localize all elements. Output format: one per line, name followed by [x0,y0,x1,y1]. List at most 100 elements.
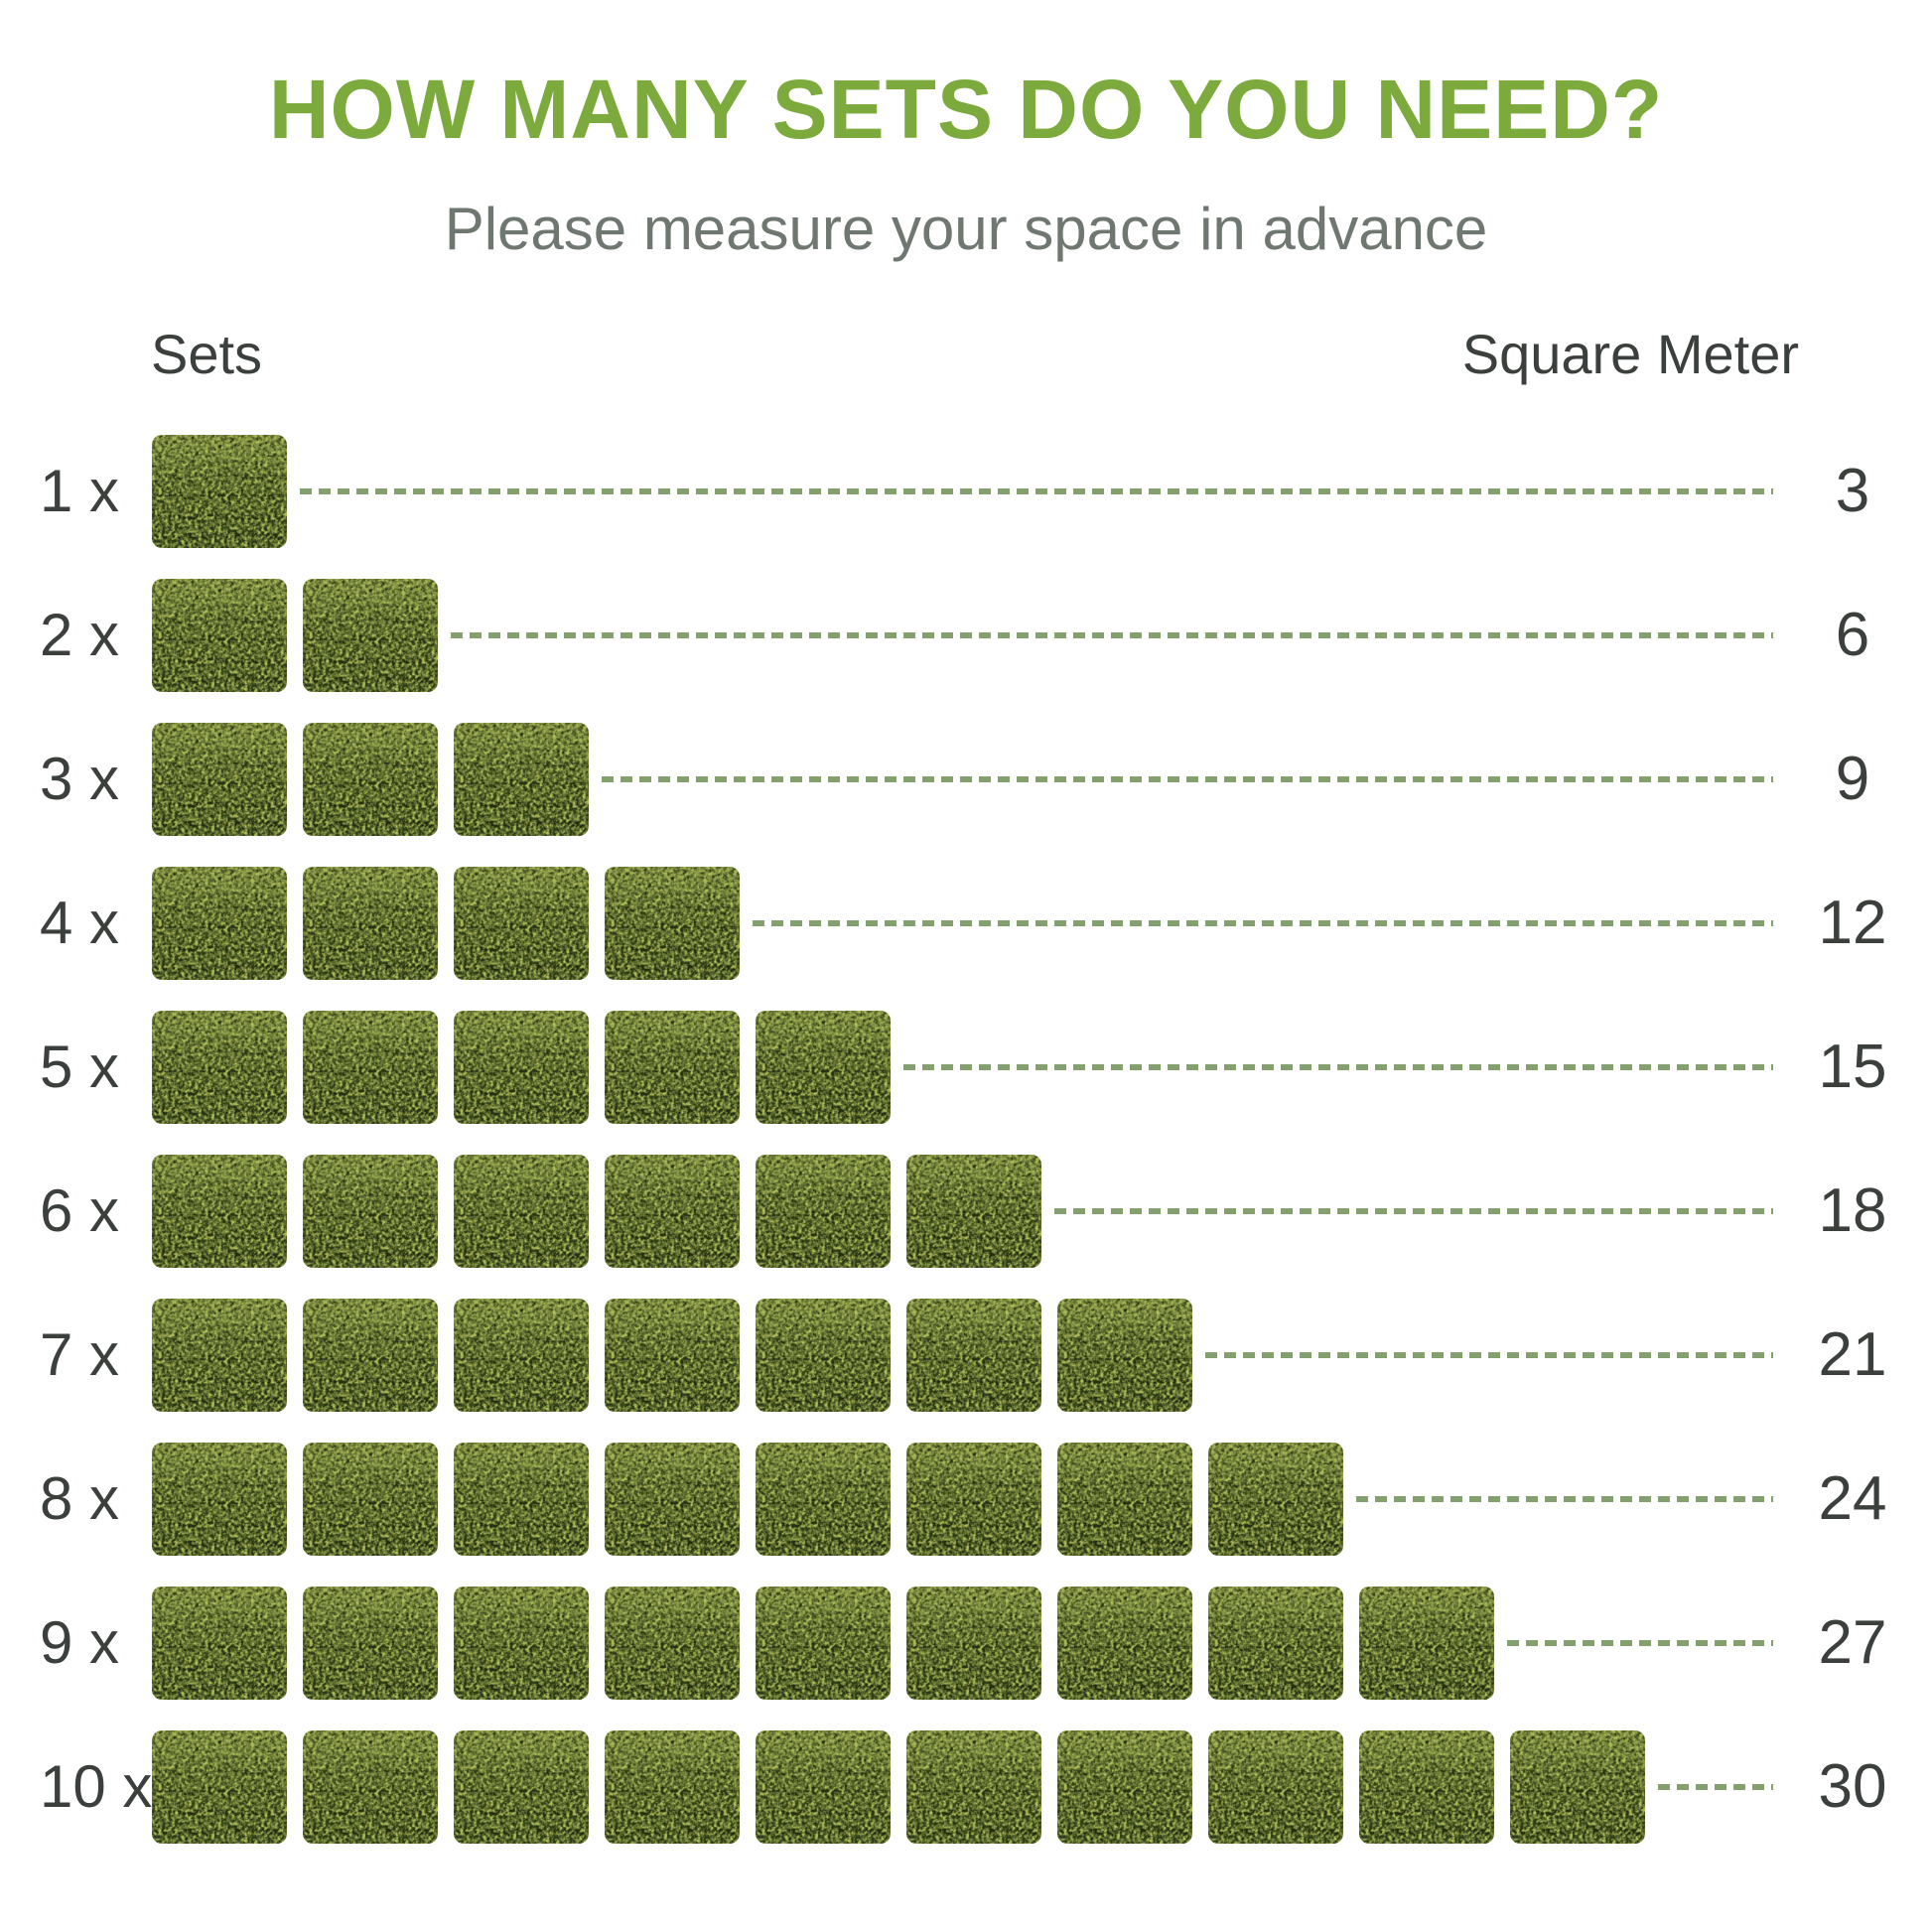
table-row: 4 x 12 [0,851,1932,995]
hedge-panel-stack-icon [753,1007,894,1128]
hedge-panel-stack-icon [1205,1439,1346,1560]
dashed-connector [1205,1351,1773,1358]
hedge-panel-stack-icon [451,863,592,984]
dashed-connector [753,919,1773,926]
dashed-connector [451,631,1773,638]
hedge-panel-stack-icon [903,1439,1044,1560]
hedge-panel-stack-icon [451,719,592,840]
row-square-meter: 9 [1835,745,1870,813]
hedge-panel-stack-icon [602,1583,743,1704]
row-square-meter: 21 [1818,1320,1887,1389]
hedge-panel-stack-icon [1054,1295,1195,1416]
dashed-connector [602,775,1773,782]
row-sets-label: 4 x [40,890,120,956]
hedge-panel-stack-icon [602,1439,743,1560]
row-blocks [149,575,441,696]
hedge-panel-stack-icon [149,575,290,696]
table-row: 9 x 27 [0,1571,1932,1715]
hedge-panel-stack-icon [903,1583,1044,1704]
hedge-panel-stack-icon [149,1007,290,1128]
column-header-square-meter: Square Meter [1461,323,1799,385]
hedge-panel-stack-icon [300,1726,441,1848]
hedge-panel-stack-icon [149,1295,290,1416]
page-title: HOW MANY SETS DO YOU NEED? [268,63,1664,156]
row-sets-label: 9 x [40,1609,120,1676]
hedge-panel-stack-icon [602,1007,743,1128]
rows-container: 1 x 3 2 x 6 3 x 9 4 x 12 5 x [0,419,1932,1859]
hedge-panel-stack-icon [451,1726,592,1848]
table-row: 1 x 3 [0,419,1932,563]
hedge-panel-stack-icon [1054,1439,1195,1560]
hedge-panel-stack-icon [1205,1583,1346,1704]
dashed-connector [1658,1783,1773,1790]
dashed-connector [1054,1207,1773,1214]
row-square-meter: 27 [1818,1608,1887,1677]
table-row: 6 x 18 [0,1139,1932,1283]
hedge-panel-stack-icon [149,1726,290,1848]
hedge-panel-stack-icon [451,1295,592,1416]
hedge-panel-stack-icon [451,1583,592,1704]
row-sets-label: 5 x [40,1034,120,1100]
hedge-panel-stack-icon [903,1151,1044,1272]
dashed-connector [903,1063,1773,1070]
hedge-panel-stack-icon [300,1439,441,1560]
hedge-panel-stack-icon [149,1439,290,1560]
hedge-panel-stack-icon [753,1151,894,1272]
row-sets-label: 1 x [40,458,120,524]
hedge-panel-stack-icon [149,863,290,984]
hedge-panel-stack-icon [149,1151,290,1272]
hedge-panel-stack-icon [451,1151,592,1272]
hedge-panel-stack-icon [300,575,441,696]
hedge-panel-stack-icon [903,1726,1044,1848]
row-blocks [149,1583,1497,1704]
hedge-panel-stack-icon [1356,1726,1497,1848]
hedge-panel-stack-icon [1054,1726,1195,1848]
hedge-panel-stack-icon [602,1295,743,1416]
hedge-panel-stack-icon [602,1726,743,1848]
page-subtitle: Please measure your space in advance [444,196,1488,262]
hedge-panel-stack-icon [1356,1583,1497,1704]
row-square-meter: 6 [1835,601,1870,669]
table-row: 2 x 6 [0,563,1932,707]
hedge-panel-stack-icon [753,1295,894,1416]
row-sets-label: 2 x [40,602,120,668]
row-square-meter: 12 [1818,889,1887,957]
row-blocks [149,719,592,840]
hedge-panel-stack-icon [602,1151,743,1272]
hedge-panel-stack-icon [903,1295,1044,1416]
row-sets-label: 8 x [40,1465,120,1532]
hedge-panel-stack-icon [753,1726,894,1848]
row-blocks [149,1439,1346,1560]
table-row: 5 x 15 [0,995,1932,1139]
row-sets-label: 7 x [40,1321,120,1388]
hedge-panel-stack-icon [149,431,290,552]
column-header-sets: Sets [151,323,263,385]
dashed-connector [300,487,1773,494]
row-blocks [149,863,743,984]
row-square-meter: 15 [1818,1033,1887,1101]
row-sets-label: 3 x [40,746,120,812]
hedge-panel-stack-icon [149,719,290,840]
hedge-panel-stack-icon [1507,1726,1648,1848]
hedge-panel-stack-icon [300,1295,441,1416]
dashed-connector [1356,1495,1773,1502]
table-row: 8 x 24 [0,1427,1932,1571]
table-row: 7 x 21 [0,1283,1932,1427]
row-blocks [149,1726,1648,1848]
row-sets-label: 6 x [40,1177,120,1244]
hedge-panel-stack-icon [1205,1726,1346,1848]
hedge-panel-stack-icon [451,1007,592,1128]
row-blocks [149,1007,894,1128]
dashed-connector [1507,1639,1773,1646]
hedge-panel-stack-icon [300,719,441,840]
hedge-panel-stack-icon [300,863,441,984]
table-row: 3 x 9 [0,707,1932,851]
hedge-panel-stack-icon [1054,1583,1195,1704]
row-square-meter: 18 [1818,1176,1887,1245]
hedge-panel-stack-icon [300,1151,441,1272]
row-blocks [149,1295,1195,1416]
row-sets-label: 10 x [40,1753,153,1820]
row-blocks [149,1151,1044,1272]
hedge-panel-stack-icon [602,863,743,984]
